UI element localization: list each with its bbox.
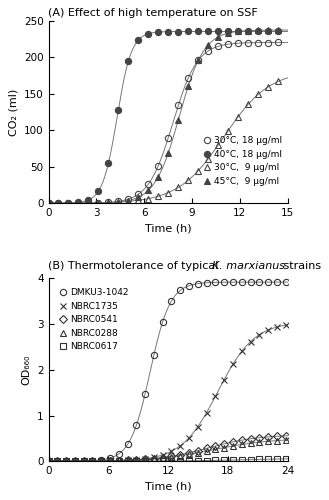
Y-axis label: OD₆₆₀: OD₆₆₀ bbox=[21, 354, 32, 385]
Legend: DMKU3-1042, NBRC1735, NBRC0541, NBRC0288, NBRC0617: DMKU3-1042, NBRC1735, NBRC0541, NBRC0288… bbox=[55, 285, 132, 355]
Text: (A) Effect of high temperature on SSF: (A) Effect of high temperature on SSF bbox=[48, 8, 258, 18]
Text: (B) Thermotolerance of typical: (B) Thermotolerance of typical bbox=[48, 261, 222, 271]
X-axis label: Time (h): Time (h) bbox=[145, 224, 191, 234]
Text: K. marxianus: K. marxianus bbox=[212, 261, 285, 271]
X-axis label: Time (h): Time (h) bbox=[145, 482, 191, 492]
Text: strains: strains bbox=[280, 261, 321, 271]
Legend: 30°C, 18 μg/ml, 40°C, 18 μg/ml, 30°C,  9 μg/ml, 45°C,  9 μg/ml: 30°C, 18 μg/ml, 40°C, 18 μg/ml, 30°C, 9 … bbox=[199, 133, 286, 190]
Y-axis label: CO₂ (ml): CO₂ (ml) bbox=[8, 88, 18, 136]
